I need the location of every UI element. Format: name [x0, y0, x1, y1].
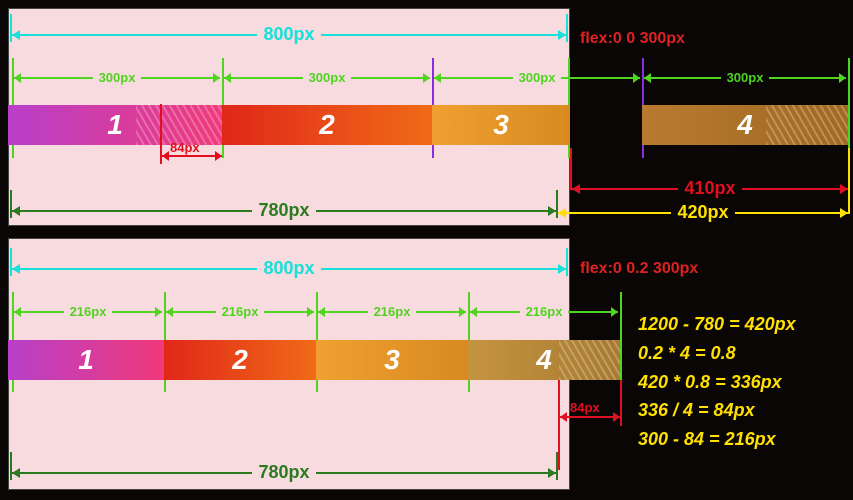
top-item-4-label: 4	[737, 109, 753, 141]
calc-line-3: 420 * 0.8 = 336px	[638, 368, 796, 397]
bottom-item-3-label: 3	[384, 344, 400, 376]
top-overflow-red-label: 410px	[678, 178, 741, 199]
top-item-4: 4	[642, 105, 848, 145]
bottom-item-1: 1	[8, 340, 164, 380]
calculation-block: 1200 - 780 = 420px 0.2 * 4 = 0.8 420 * 0…	[638, 310, 796, 454]
top-content-width: 780px	[12, 200, 556, 221]
bottom-content-width: 780px	[12, 462, 556, 483]
bottom-container-width-label: 800px	[257, 258, 320, 279]
bottom-content-width-label: 780px	[252, 462, 315, 483]
top-flex-rule: flex:0 0 300px	[580, 30, 685, 48]
bottom-item-2: 2	[164, 340, 316, 380]
top-item-3-label: 3	[493, 109, 509, 141]
top-container-width: 800px	[12, 24, 566, 45]
top-basis-4: 300px	[644, 70, 846, 85]
top-item-2: 2	[222, 105, 432, 145]
top-shrink-delta-label: 84px	[170, 140, 200, 155]
bottom-basis-3-label: 216px	[368, 304, 417, 319]
bottom-item-2-label: 2	[232, 344, 248, 376]
bottom-flex-rule: flex:0 0.2 300px	[580, 260, 698, 278]
top-basis-2-label: 300px	[303, 70, 352, 85]
bottom-item-4-label: 4	[536, 344, 552, 376]
top-basis-3-label: 300px	[513, 70, 562, 85]
bottom-basis-4: 216px	[470, 304, 618, 319]
calc-line-1: 1200 - 780 = 420px	[638, 310, 796, 339]
top-content-width-label: 780px	[252, 200, 315, 221]
top-basis-4-label: 300px	[721, 70, 770, 85]
top-item-1: 1	[8, 105, 222, 145]
top-overflow-yellow: 420px	[558, 202, 848, 223]
top-basis-2: 300px	[224, 70, 430, 85]
bottom-basis-2-label: 216px	[216, 304, 265, 319]
bottom-item-1-label: 1	[78, 344, 94, 376]
calc-line-2: 0.2 * 4 = 0.8	[638, 339, 796, 368]
bottom-shrink-delta-label: 84px	[570, 400, 600, 415]
bottom-item-4: 4	[468, 340, 620, 380]
top-item-2-label: 2	[319, 109, 335, 141]
bottom-shrink-delta	[560, 416, 620, 418]
bottom-item-3: 3	[316, 340, 468, 380]
bottom-basis-3: 216px	[318, 304, 466, 319]
bottom-basis-4-label: 216px	[520, 304, 569, 319]
calc-line-5: 300 - 84 = 216px	[638, 425, 796, 454]
calc-line-4: 336 / 4 = 84px	[638, 396, 796, 425]
top-basis-3: 300px	[434, 70, 640, 85]
top-item-3: 3	[432, 105, 570, 145]
bottom-basis-1-label: 216px	[64, 304, 113, 319]
top-overflow-red: 410px	[572, 178, 848, 199]
top-basis-1-label: 300px	[93, 70, 142, 85]
top-overflow-yellow-label: 420px	[671, 202, 734, 223]
bottom-container-width: 800px	[12, 258, 566, 279]
bottom-basis-2: 216px	[166, 304, 314, 319]
top-shrink-delta	[162, 155, 222, 157]
bottom-basis-1: 216px	[14, 304, 162, 319]
top-container-width-label: 800px	[257, 24, 320, 45]
top-basis-1: 300px	[14, 70, 220, 85]
top-item-1-label: 1	[107, 109, 123, 141]
